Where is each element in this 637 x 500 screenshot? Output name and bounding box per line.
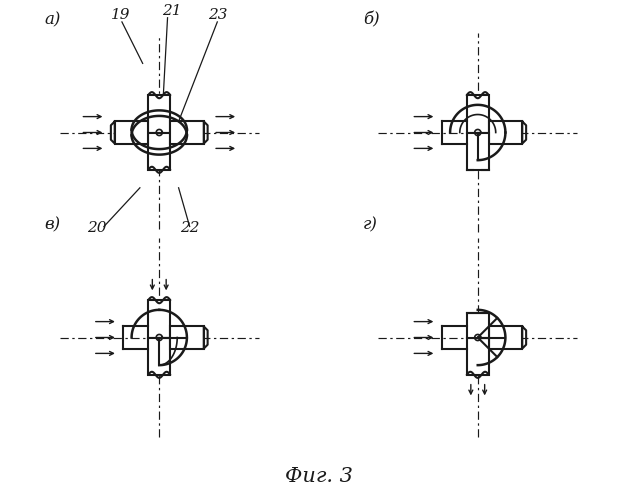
- Text: 19: 19: [111, 8, 131, 22]
- Text: 21: 21: [162, 4, 182, 18]
- Bar: [467, 132, 489, 170]
- Text: 22: 22: [180, 221, 199, 235]
- Bar: [467, 338, 489, 375]
- Bar: [170, 122, 204, 144]
- Bar: [170, 326, 204, 348]
- Text: Фиг. 3: Фиг. 3: [285, 468, 352, 486]
- Bar: [148, 338, 170, 375]
- Bar: [115, 122, 148, 144]
- Text: 20: 20: [87, 221, 107, 235]
- Bar: [148, 95, 170, 132]
- Bar: [148, 300, 170, 338]
- Bar: [489, 122, 522, 144]
- Bar: [467, 95, 489, 132]
- Bar: [489, 326, 522, 348]
- Bar: [467, 312, 489, 338]
- Text: б): б): [363, 12, 380, 28]
- Bar: [148, 132, 170, 170]
- Text: г): г): [363, 216, 378, 234]
- Text: а): а): [45, 12, 61, 28]
- Text: в): в): [45, 216, 61, 234]
- Text: 23: 23: [208, 8, 227, 22]
